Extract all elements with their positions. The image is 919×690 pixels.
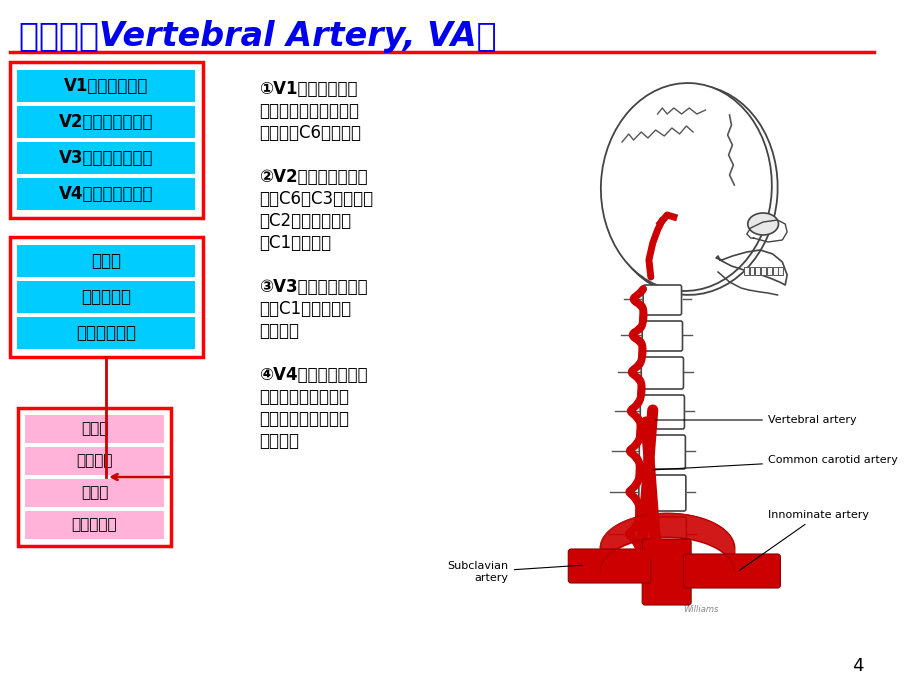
Text: 及延髓交界处合成基: 及延髓交界处合成基 [259, 410, 349, 428]
Bar [760, 267, 766, 275]
Bar [17, 142, 195, 174]
Text: 通过C6至C3横突孔，: 通过C6至C3横突孔， [259, 190, 373, 208]
Bar [17, 178, 195, 210]
Text: 延髓支: 延髓支 [81, 486, 108, 500]
Text: 椎动脉（Vertebral Artery, VA）: 椎动脉（Vertebral Artery, VA） [19, 20, 496, 53]
Text: Vertebral artery: Vertebral artery [655, 415, 856, 425]
Bar [9, 237, 202, 357]
Text: Williams: Williams [682, 605, 718, 614]
Bar [18, 408, 171, 546]
Bar [25, 479, 164, 507]
Bar [17, 317, 195, 349]
Bar [743, 267, 748, 275]
Bar [754, 267, 759, 275]
FancyBboxPatch shape [641, 357, 683, 389]
Text: 脊髓后动脉: 脊髓后动脉 [81, 288, 130, 306]
Bar [25, 415, 164, 443]
Bar [9, 62, 202, 218]
Text: 脉络膜支: 脉络膜支 [76, 453, 113, 469]
FancyBboxPatch shape [641, 539, 690, 605]
Text: 经C2，出枢椎，通: 经C2，出枢椎，通 [259, 212, 351, 230]
Text: Innominate artery: Innominate artery [739, 510, 868, 571]
Text: ④V4（硬膜内段）：: ④V4（硬膜内段）： [259, 366, 368, 384]
Text: ②V2（椎间孔段）：: ②V2（椎间孔段）： [259, 168, 368, 186]
Bar [766, 267, 771, 275]
Text: V4段（硬膜内段）: V4段（硬膜内段） [59, 185, 153, 203]
Ellipse shape [604, 85, 777, 295]
Text: 起自锁骨下动脉上方，: 起自锁骨下动脉上方， [259, 102, 358, 120]
Text: ①V1（骨外）段：: ①V1（骨外）段： [259, 80, 357, 98]
Text: V2段（椎间孔段）: V2段（椎间孔段） [59, 113, 153, 131]
FancyBboxPatch shape [568, 549, 650, 583]
Text: 过枕骨大孔，在脑桥: 过枕骨大孔，在脑桥 [259, 388, 349, 406]
Text: 小脑支: 小脑支 [81, 422, 108, 437]
Text: 脑膜支: 脑膜支 [91, 252, 121, 270]
Ellipse shape [600, 83, 771, 291]
FancyBboxPatch shape [642, 285, 681, 315]
Text: 向上进入C6横突孔。: 向上进入C6横突孔。 [259, 124, 361, 142]
Text: Common carotid artery: Common carotid artery [652, 455, 897, 470]
Text: 底动脉。: 底动脉。 [259, 432, 299, 450]
Text: ③V3（脊椎外）段：: ③V3（脊椎外）段： [259, 278, 368, 296]
Bar [749, 267, 754, 275]
Bar [17, 245, 195, 277]
Bar [772, 267, 777, 275]
FancyBboxPatch shape [683, 554, 779, 588]
FancyBboxPatch shape [638, 475, 686, 511]
Text: 脑膜处。: 脑膜处。 [259, 322, 299, 340]
Text: 过C1横突孔。: 过C1横突孔。 [259, 234, 331, 252]
Bar [25, 511, 164, 539]
Text: V1段（骨外段）: V1段（骨外段） [63, 77, 148, 95]
Text: 脊髓前动脉: 脊髓前动脉 [72, 518, 118, 533]
FancyBboxPatch shape [641, 321, 682, 351]
FancyBboxPatch shape [640, 395, 684, 429]
Text: V3段（脊椎外段）: V3段（脊椎外段） [59, 149, 153, 167]
FancyBboxPatch shape [639, 435, 685, 469]
Text: 小脑后下动脉: 小脑后下动脉 [76, 324, 136, 342]
Bar [17, 281, 195, 313]
Ellipse shape [747, 213, 777, 235]
Bar [17, 70, 195, 102]
Text: 4: 4 [852, 657, 863, 675]
FancyBboxPatch shape [638, 517, 686, 553]
Bar [17, 106, 195, 138]
Text: Subclavian
artery: Subclavian artery [448, 561, 582, 583]
Bar [25, 447, 164, 475]
Text: 自出C1并止于穿硬: 自出C1并止于穿硬 [259, 300, 351, 318]
Bar [777, 267, 782, 275]
